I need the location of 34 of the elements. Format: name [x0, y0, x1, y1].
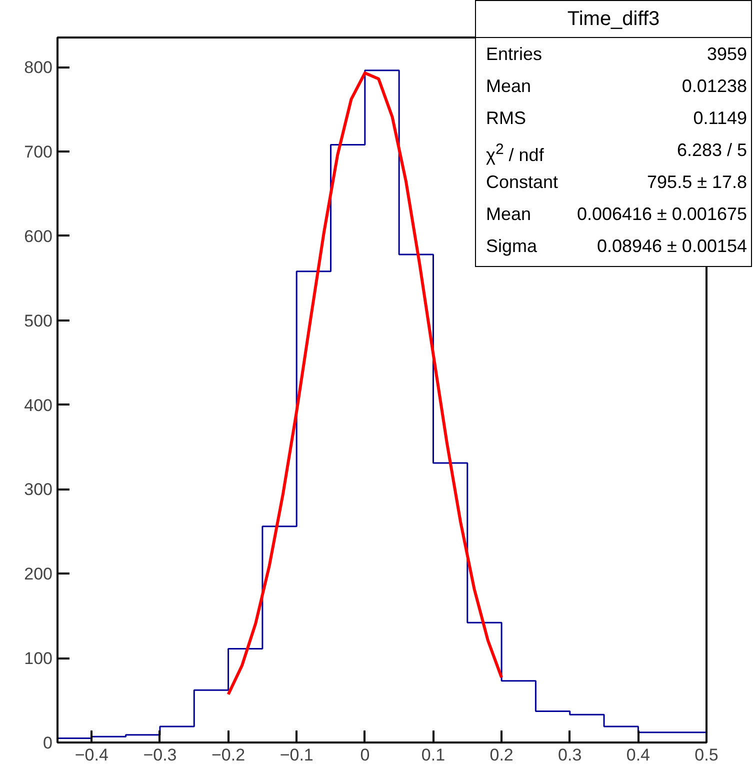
- annotation: 0.1149: [693, 107, 747, 130]
- y-tick-label: 100: [24, 649, 53, 668]
- x-tick-label: −0.3: [143, 746, 177, 764]
- chart-title: Time_diff3: [476, 1, 751, 38]
- x-tick-label: 0.3: [558, 746, 582, 764]
- x-tick-label: 0: [360, 746, 370, 764]
- y-tick-label: 0: [43, 734, 53, 752]
- y-tick-label: 700: [24, 142, 53, 162]
- annotation: Mean: [486, 203, 532, 226]
- annotation: RMS: [486, 107, 526, 130]
- annotation: 0.01238: [682, 75, 747, 98]
- y-tick-label: 600: [24, 226, 53, 246]
- annotation: Entries: [486, 43, 542, 66]
- y-tick-label: 400: [24, 396, 53, 415]
- x-tick-label: 0.2: [490, 746, 514, 764]
- x-tick-label: 0.4: [626, 746, 650, 764]
- x-tick-label: −0.2: [212, 746, 246, 764]
- x-tick-label: 0.1: [421, 746, 446, 764]
- y-tick-label: 300: [24, 480, 53, 500]
- y-tick-label: 200: [24, 564, 53, 584]
- annotation: 6.283 / 5: [676, 139, 747, 162]
- annotation: χ$^{2}$ / ndf: [486, 140, 544, 166]
- y-tick-label: 500: [24, 311, 53, 330]
- annotation: Constant: [486, 171, 558, 194]
- annotation: 0.08946 ± 0.00154: [596, 235, 747, 258]
- annotation: Mean: [486, 75, 532, 98]
- annotation: 795.5 ± 17.8: [647, 171, 747, 194]
- y-tick-label: 800: [24, 58, 53, 78]
- x-tick-label: −0.1: [280, 746, 314, 764]
- text: 3959: [706, 44, 747, 64]
- x-tick-label: −0.4: [74, 746, 108, 764]
- x-tick-label: 0.5: [694, 746, 718, 764]
- annotation: Sigma: [486, 235, 538, 258]
- annotation: 0.006416 ± 0.001675: [576, 203, 747, 226]
